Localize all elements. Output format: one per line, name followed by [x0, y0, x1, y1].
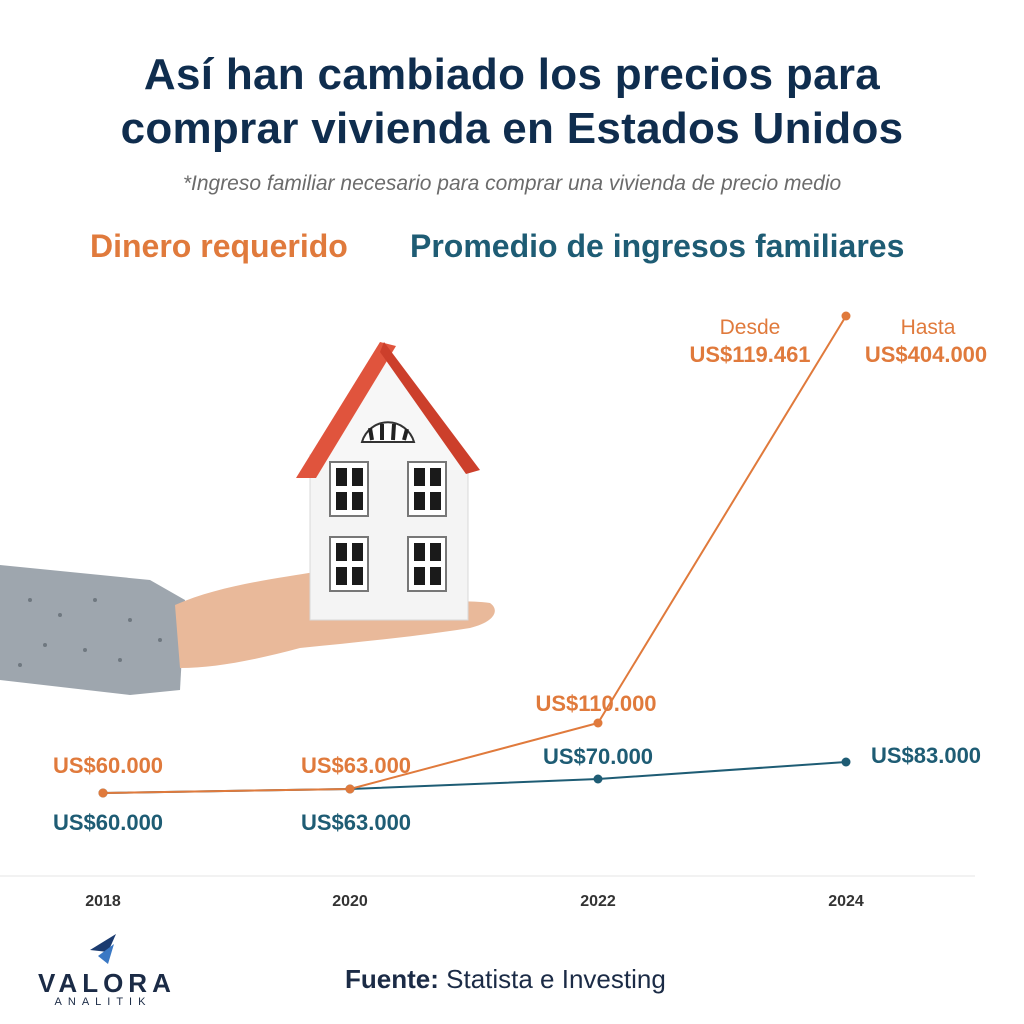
- series-line-0: [102, 315, 847, 794]
- annotation-hasta-label: Hasta: [901, 316, 956, 339]
- data-point: [841, 311, 851, 321]
- data-label: US$63.000: [301, 753, 411, 778]
- data-label: US$404.000: [865, 342, 987, 367]
- valora-logo: VALORA ANALITIK: [38, 930, 176, 1010]
- house-on-hand-illustration: [0, 342, 495, 695]
- title-line-1: Así han cambiado los precios para: [143, 50, 881, 99]
- data-label: US$110.000: [535, 691, 656, 716]
- data-label: US$63.000: [301, 810, 411, 835]
- source-note: Fuente: Statista e Investing: [345, 964, 666, 995]
- x-tick-label: 2018: [85, 893, 121, 910]
- title-line-2: comprar vivienda en Estados Unidos: [120, 104, 904, 153]
- logo-sub: ANALITIK: [54, 996, 152, 1008]
- series-line-1: [102, 761, 847, 794]
- data-point: [841, 757, 851, 767]
- data-point: [98, 788, 108, 798]
- x-tick-label: 2020: [332, 893, 368, 910]
- valora-logo-icon: [90, 934, 116, 964]
- data-label: US$60.000: [53, 810, 163, 835]
- data-label: US$70.000: [543, 744, 653, 769]
- source-label: Fuente:: [345, 964, 439, 994]
- legend-dinero-requerido: Dinero requerido: [90, 228, 348, 264]
- data-point: [593, 774, 603, 784]
- data-point: [345, 784, 355, 794]
- data-point: [593, 718, 603, 728]
- subtitle: *Ingreso familiar necesario para comprar…: [182, 172, 842, 195]
- annotation-desde-label: Desde: [720, 316, 781, 339]
- x-tick-label: 2024: [828, 893, 864, 910]
- source-text: Statista e Investing: [446, 964, 666, 994]
- data-label: US$60.000: [53, 753, 163, 778]
- page-title: Así han cambiado los precios para compra…: [0, 48, 1024, 156]
- annotation-desde-value: US$119.461: [689, 342, 810, 367]
- logo-word: VALORA: [38, 968, 176, 998]
- x-tick-label: 2022: [580, 893, 616, 910]
- legend-ingresos-familiares: Promedio de ingresos familiares: [410, 228, 905, 264]
- data-label: US$83.000: [871, 743, 981, 768]
